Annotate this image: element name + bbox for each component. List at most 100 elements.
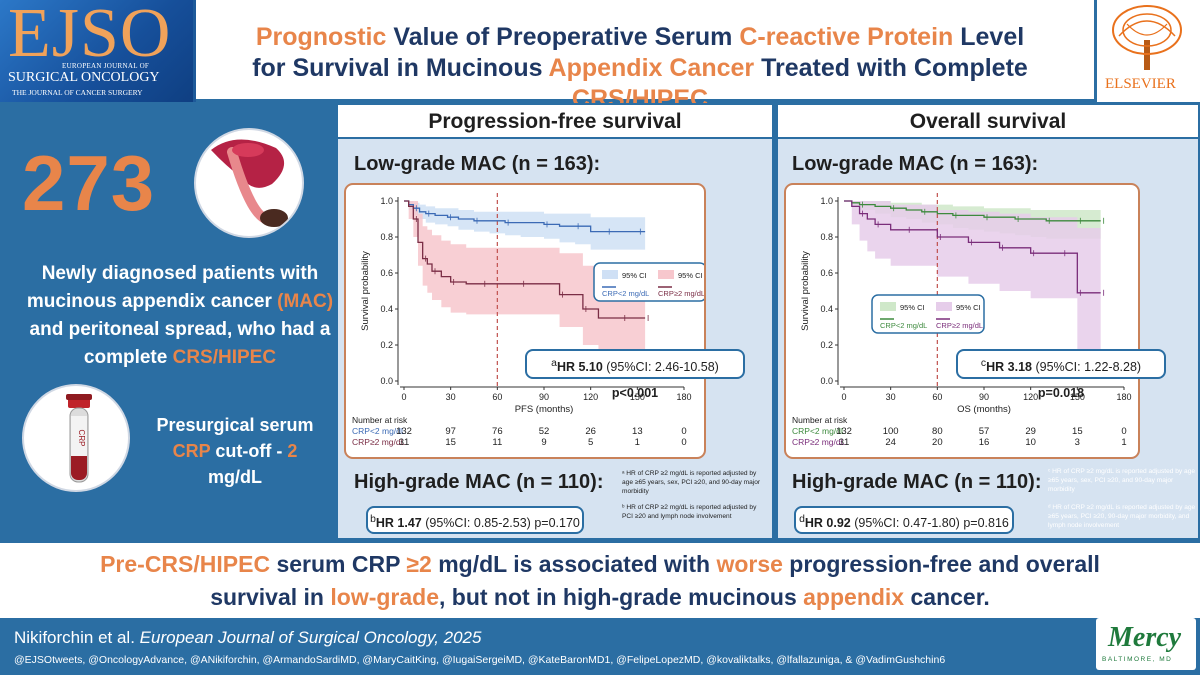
- risk-value: 15: [445, 437, 456, 448]
- x-tick-label: 180: [1116, 392, 1131, 402]
- mercy-name: Mercy: [1108, 622, 1182, 653]
- text-segment: Treated with Complete: [754, 54, 1028, 82]
- os-hr-high-box: dHR 0.92 (95%CI: 0.47-1.80) p=0.816: [794, 506, 1014, 534]
- os-low-grade-title: Low-grade MAC (n = 163):: [792, 153, 1039, 175]
- citation-journal: European Journal of Surgical Oncology, 2…: [139, 628, 482, 647]
- risk-value: 9: [541, 437, 546, 448]
- text-segment: Value of Preoperative Serum: [386, 23, 740, 51]
- risk-value: 10: [1025, 437, 1036, 448]
- pfs-footnote-b: ᵇ HR of CRP ≥2 mg/dL is reported adjuste…: [622, 504, 757, 520]
- legend-box: [871, 294, 985, 334]
- mercy-logo: Mercy BALTIMORE, MD: [1096, 618, 1196, 670]
- ci-band: [404, 201, 646, 353]
- text-segment: cut-off -: [210, 441, 288, 461]
- risk-value: 1: [1121, 437, 1126, 448]
- highlight-text: Prognostic: [255, 23, 387, 51]
- y-tick-label: 0.0: [380, 376, 393, 386]
- pfs-hr-low-sup: a: [551, 358, 557, 369]
- os-hr-low-box: cHR 3.18 (95%CI: 1.22-8.28) p=0.018: [956, 349, 1166, 400]
- blood-tube-icon: CRP: [66, 394, 92, 483]
- os-hr-high-label: HR 0.92: [804, 516, 851, 531]
- pfs-footnote-a: ᵃ HR of CRP ≥2 mg/dL is reported adjuste…: [622, 470, 761, 495]
- journal-logo: EJSO EUROPEAN JOURNAL OF SURGICAL ONCOLO…: [0, 0, 196, 102]
- highlight-text: worse: [716, 551, 783, 577]
- x-tick-label: 120: [1023, 392, 1038, 402]
- journal-logo-big: EJSO: [8, 0, 172, 72]
- text-segment: mg/dL: [208, 467, 262, 487]
- tube-label: CRP: [77, 430, 86, 447]
- os-hr-low-p: p=0.018: [1037, 386, 1085, 401]
- x-tick-label: 0: [401, 392, 406, 402]
- x-tick-label: 90: [539, 392, 549, 402]
- highlight-text: (MAC): [277, 291, 334, 312]
- os-km-chart: 0.00.20.40.60.81.00306090120150180OS (mo…: [792, 193, 1132, 448]
- risk-row-label: CRP<2 mg/dL: [792, 426, 846, 436]
- x-tick-label: 120: [583, 392, 598, 402]
- os-hr-low-sup: c: [980, 358, 987, 369]
- os-hr-high-p: p=0.816: [963, 516, 1009, 531]
- y-axis-label: Survival probability: [800, 251, 811, 331]
- risk-table-title: Number at risk: [352, 415, 408, 425]
- legend-line-label: CRP≥2 mg/dL: [936, 321, 983, 330]
- y-tick-label: 0.4: [820, 304, 833, 314]
- pfs-hr-high-box: bHR 1.47 (95%CI: 0.85-2.53) p=0.170: [366, 506, 584, 534]
- risk-value: 132: [836, 426, 852, 437]
- os-chart-box: 0.00.20.40.60.81.00306090120150180OS (mo…: [784, 183, 1140, 459]
- risk-value: 11: [492, 437, 502, 448]
- text-segment: cancer.: [904, 584, 990, 610]
- risk-value: 0: [681, 426, 686, 437]
- title-line-2: for Survival in Mucinous Appendix Cancer…: [200, 53, 1080, 115]
- journal-logo-line3: THE JOURNAL OF CANCER SURGERY: [12, 88, 143, 97]
- population-description: Newly diagnosed patients with mucinous a…: [20, 260, 340, 372]
- risk-value: 97: [445, 426, 456, 437]
- x-tick-label: 150: [1070, 392, 1085, 402]
- highlight-text: 2: [287, 441, 298, 461]
- conclusion-line-2: survival in low-grade, but not in high-g…: [0, 581, 1200, 614]
- text-segment: mg/dL is associated with: [431, 551, 717, 577]
- risk-value: 80: [932, 426, 943, 437]
- risk-value: 100: [883, 426, 899, 437]
- pfs-hr-low-ci: (95%CI: 2.46-10.58): [602, 360, 719, 375]
- pfs-hr-low-label: HR 5.10: [556, 360, 603, 375]
- y-tick-label: 0.6: [380, 268, 393, 278]
- x-axis-label: OS (months): [957, 404, 1011, 415]
- risk-value: 57: [979, 426, 990, 437]
- x-tick-label: 0: [841, 392, 846, 402]
- y-tick-label: 0.2: [380, 340, 393, 350]
- highlight-text: C-reactive Protein: [739, 23, 954, 51]
- pfs-section: Progression-free survival Low-grade MAC …: [336, 103, 774, 540]
- risk-row-label: CRP≥2 mg/dL: [352, 437, 406, 447]
- text-segment: , but not in high-grade mucinous: [439, 584, 804, 610]
- os-footnote-d: ᵈ HR of CRP ≥2 mg/dL is reported adjuste…: [1048, 504, 1196, 529]
- legend-ci-swatch: [658, 270, 674, 279]
- highlight-text: CRP: [172, 441, 211, 461]
- legend-ci-label: 95% CI: [622, 271, 647, 280]
- publisher-logo: ELSEVIER: [1094, 0, 1200, 102]
- text-segment: serum CRP: [270, 551, 407, 577]
- x-tick-label: 60: [932, 392, 942, 402]
- citation: Nikiforchin et al. European Journal of S…: [14, 628, 481, 648]
- journal-logo-line2: SURGICAL ONCOLOGY: [8, 70, 160, 85]
- y-tick-label: 1.0: [380, 196, 393, 206]
- legend-ci-swatch: [602, 270, 618, 279]
- x-tick-label: 60: [492, 392, 502, 402]
- risk-value: 31: [399, 437, 410, 448]
- risk-value: 16: [979, 437, 990, 448]
- ci-band: [404, 201, 646, 250]
- highlight-text: low-grade: [330, 584, 439, 610]
- appendix-image: [194, 128, 304, 238]
- risk-value: 31: [839, 437, 850, 448]
- risk-value: 52: [539, 426, 550, 437]
- x-tick-label: 90: [979, 392, 989, 402]
- crp-cutoff-note: Presurgical serum CRP cut-off - 2 mg/dL: [150, 412, 320, 490]
- text-segment: Newly diagnosed patients with mucinous a…: [26, 263, 319, 312]
- text-segment: and peritoneal spread, who had a complet…: [29, 319, 331, 368]
- y-axis-label: Survival probability: [360, 251, 371, 331]
- os-hr-low-ci: (95%CI: 1.22-8.28): [1031, 360, 1142, 375]
- mercy-city: BALTIMORE, MD: [1102, 656, 1173, 663]
- legend-line-label: CRP<2 mg/dL: [602, 289, 649, 298]
- highlight-text: Pre-CRS/HIPEC: [100, 551, 271, 577]
- km-curve: [404, 200, 646, 319]
- risk-row-label: CRP<2 mg/dL: [352, 426, 406, 436]
- pfs-hr-low-box: aHR 5.10 (95%CI: 2.46-10.58) p<0.001: [525, 349, 745, 400]
